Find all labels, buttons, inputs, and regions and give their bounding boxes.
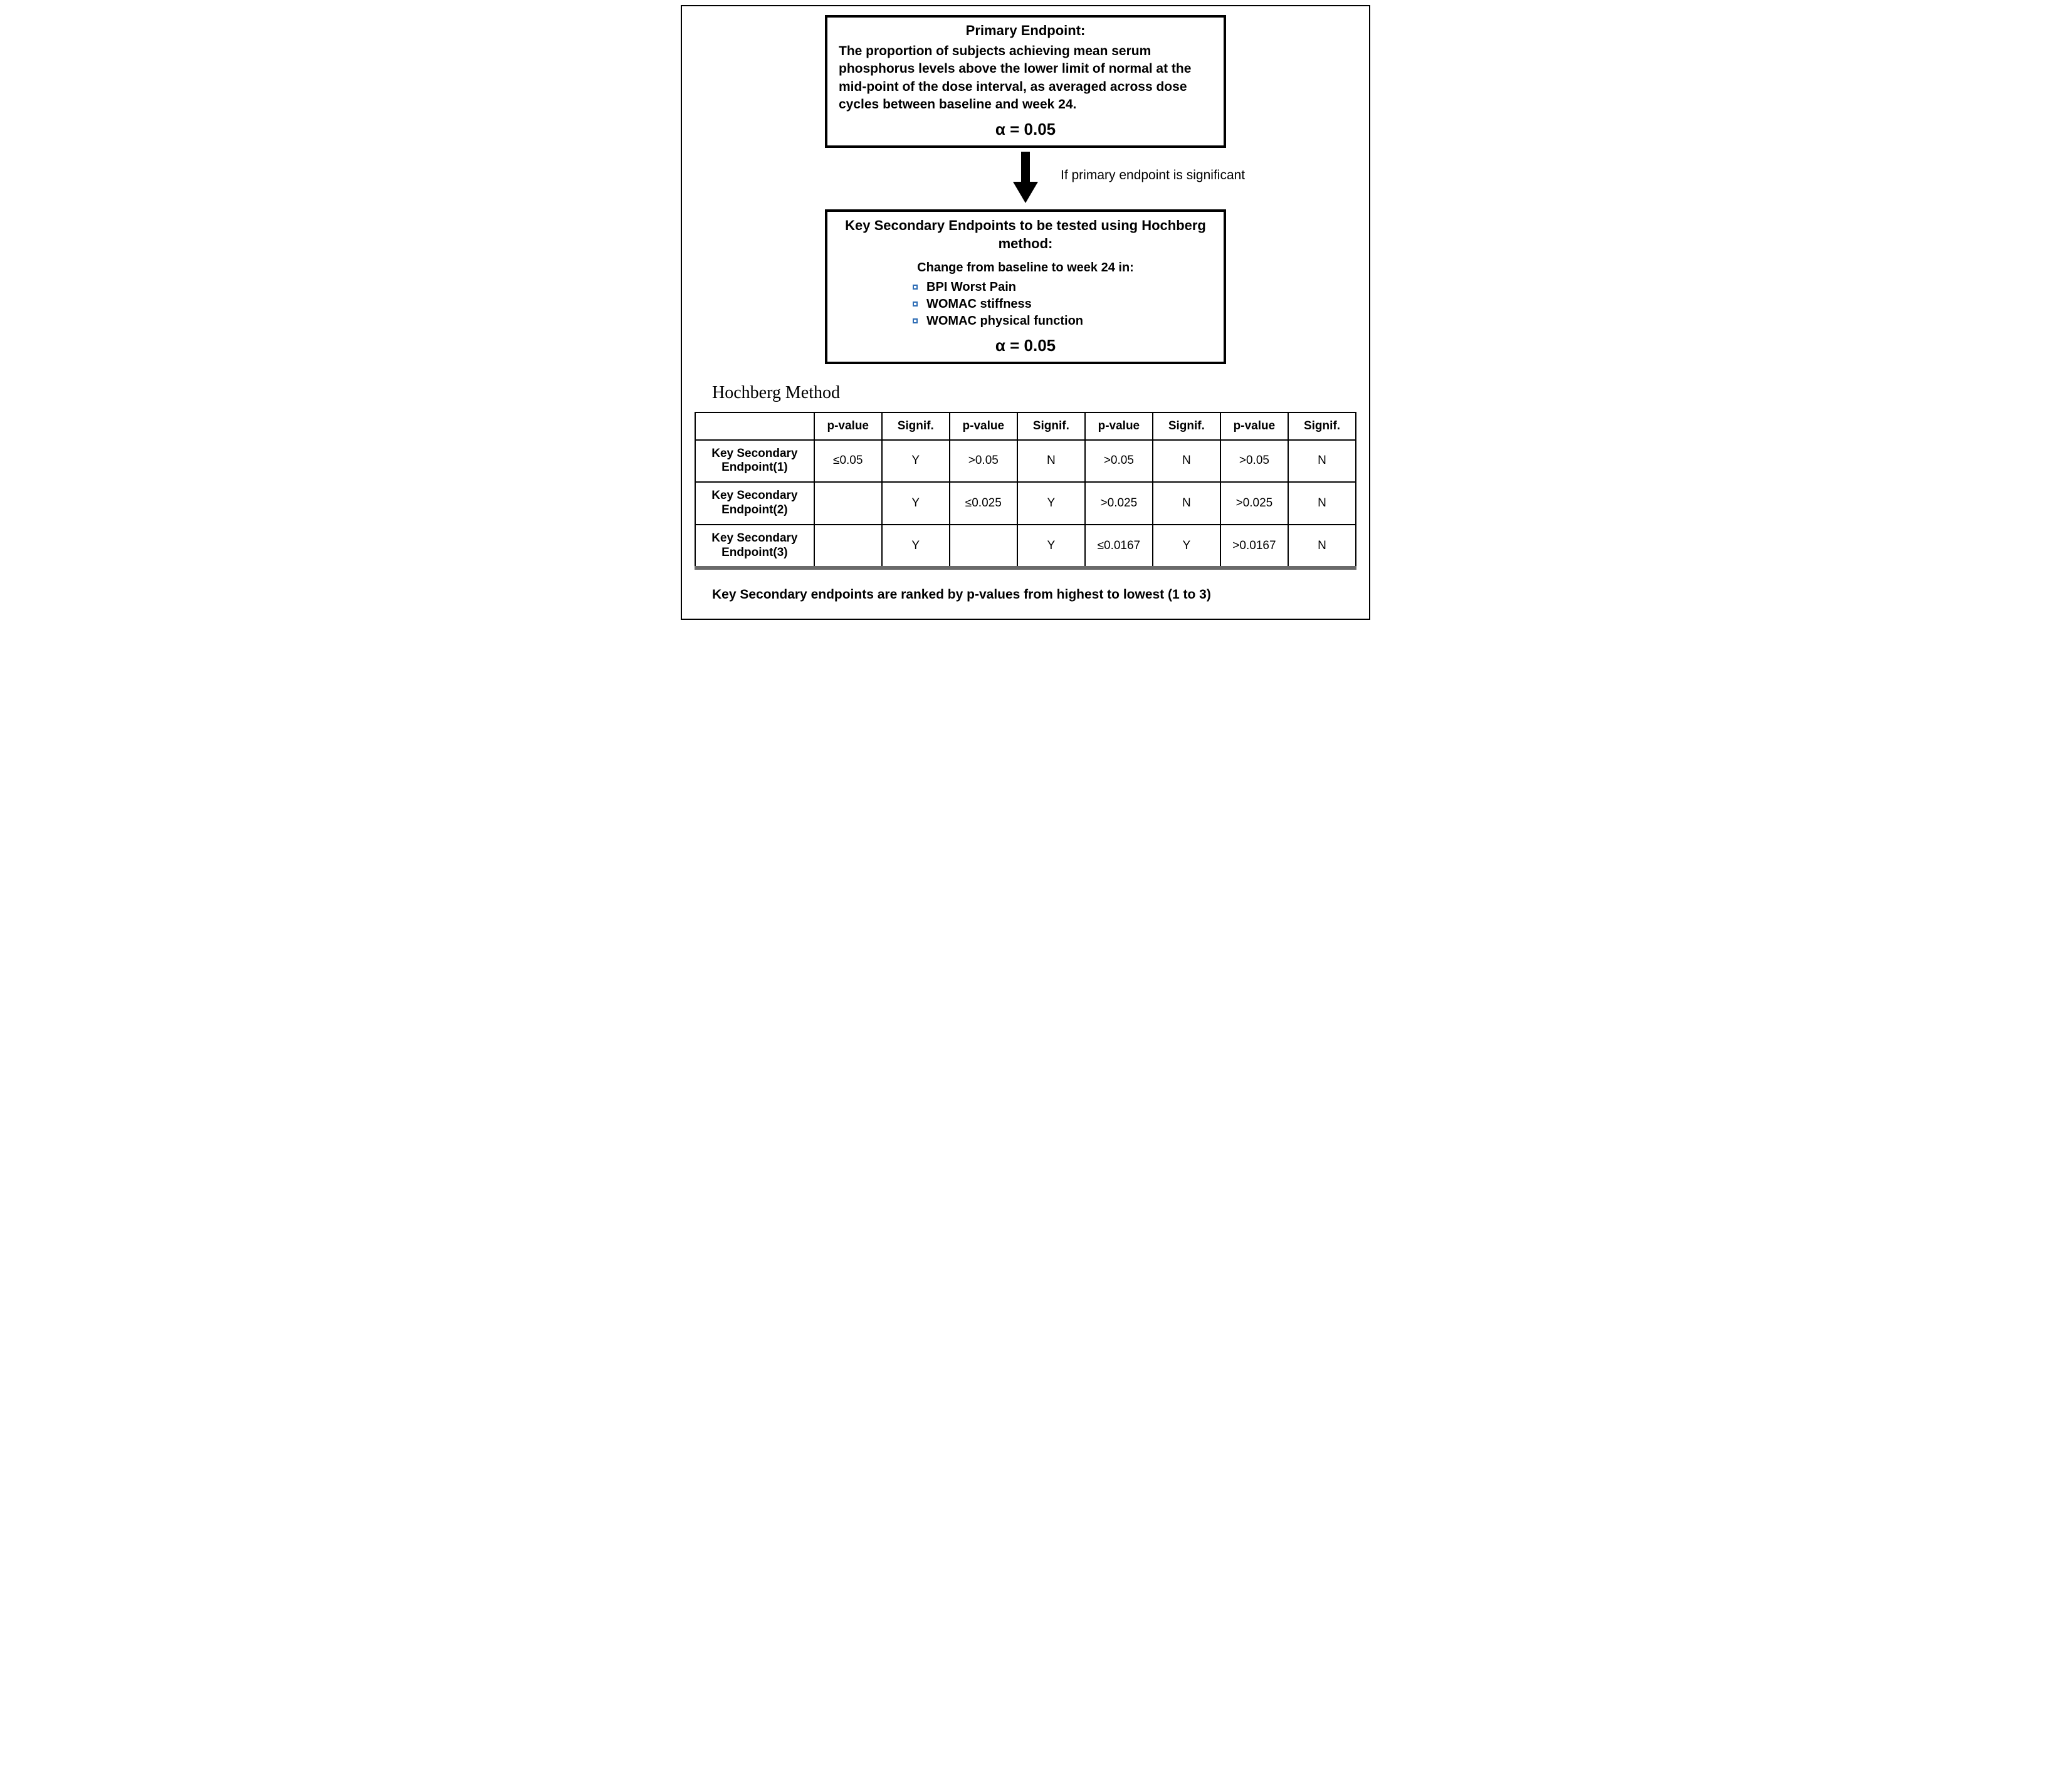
cell: >0.05 <box>1085 440 1153 483</box>
cell: Y <box>882 482 950 525</box>
bullet-label: WOMAC physical function <box>926 314 1083 328</box>
bullet-item: BPI Worst Pain <box>913 279 1138 296</box>
primary-endpoint-body: The proportion of subjects achieving mea… <box>839 43 1212 113</box>
bullet-label: BPI Worst Pain <box>926 280 1016 295</box>
cell: N <box>1288 525 1356 567</box>
primary-alpha: α = 0.05 <box>839 120 1212 139</box>
arrow-wrap: If primary endpoint is significant <box>806 150 1245 207</box>
col-header: p-value <box>1220 412 1288 440</box>
cell: ≤0.05 <box>814 440 882 483</box>
cell: ≤0.025 <box>950 482 1017 525</box>
table-shadow <box>695 566 1356 570</box>
col-header: p-value <box>950 412 1017 440</box>
cell: >0.025 <box>1085 482 1153 525</box>
arrow-label: If primary endpoint is significant <box>1061 168 1245 183</box>
secondary-bullets: BPI Worst Pain WOMAC stiffness WOMAC phy… <box>913 279 1138 330</box>
hochberg-title: Hochberg Method <box>712 383 1356 403</box>
primary-endpoint-title: Primary Endpoint: <box>839 23 1212 39</box>
bullet-icon <box>913 318 918 323</box>
cell <box>814 482 882 525</box>
cell: >0.025 <box>1220 482 1288 525</box>
footnote: Key Secondary endpoints are ranked by p-… <box>712 587 1356 602</box>
secondary-subtitle: Change from baseline to week 24 in: <box>839 261 1212 275</box>
table-row: Key Secondary Endpoint(1) ≤0.05 Y >0.05 … <box>695 440 1356 483</box>
row-label: Key Secondary Endpoint(2) <box>695 482 814 525</box>
col-header <box>695 412 814 440</box>
cell: Y <box>882 440 950 483</box>
row-label-text: Key Secondary Endpoint(1) <box>711 447 797 474</box>
secondary-alpha: α = 0.05 <box>839 336 1212 355</box>
cell: N <box>1288 440 1356 483</box>
cell: ≤0.0167 <box>1085 525 1153 567</box>
bullet-item: WOMAC physical function <box>913 313 1138 330</box>
cell <box>814 525 882 567</box>
cell: Y <box>882 525 950 567</box>
figure-frame: Primary Endpoint: The proportion of subj… <box>681 5 1370 620</box>
bullet-item: WOMAC stiffness <box>913 296 1138 313</box>
cell: N <box>1153 482 1220 525</box>
cell: >0.05 <box>950 440 1017 483</box>
cell: N <box>1288 482 1356 525</box>
cell <box>950 525 1017 567</box>
row-label-text: Key Secondary Endpoint(2) <box>711 489 797 516</box>
bullet-icon <box>913 285 918 290</box>
bullet-icon <box>913 301 918 307</box>
cell: Y <box>1017 525 1085 567</box>
table-row: Key Secondary Endpoint(3) Y Y ≤0.0167 Y … <box>695 525 1356 567</box>
cell: N <box>1017 440 1085 483</box>
secondary-title: Key Secondary Endpoints to be tested usi… <box>839 217 1212 253</box>
col-header: p-value <box>814 412 882 440</box>
hochberg-table: p-value Signif. p-value Signif. p-value … <box>695 412 1356 568</box>
bullet-label: WOMAC stiffness <box>926 297 1032 312</box>
table-header-row: p-value Signif. p-value Signif. p-value … <box>695 412 1356 440</box>
cell: N <box>1153 440 1220 483</box>
cell: Y <box>1153 525 1220 567</box>
row-label-text: Key Secondary Endpoint(3) <box>711 532 797 559</box>
row-label: Key Secondary Endpoint(3) <box>695 525 814 567</box>
cell: >0.0167 <box>1220 525 1288 567</box>
secondary-endpoints-box: Key Secondary Endpoints to be tested usi… <box>825 209 1226 364</box>
down-arrow-icon <box>1007 150 1044 204</box>
row-label: Key Secondary Endpoint(1) <box>695 440 814 483</box>
primary-endpoint-box: Primary Endpoint: The proportion of subj… <box>825 15 1226 148</box>
table-row: Key Secondary Endpoint(2) Y ≤0.025 Y >0.… <box>695 482 1356 525</box>
col-header: p-value <box>1085 412 1153 440</box>
col-header: Signif. <box>882 412 950 440</box>
col-header: Signif. <box>1153 412 1220 440</box>
cell: >0.05 <box>1220 440 1288 483</box>
col-header: Signif. <box>1017 412 1085 440</box>
cell: Y <box>1017 482 1085 525</box>
col-header: Signif. <box>1288 412 1356 440</box>
